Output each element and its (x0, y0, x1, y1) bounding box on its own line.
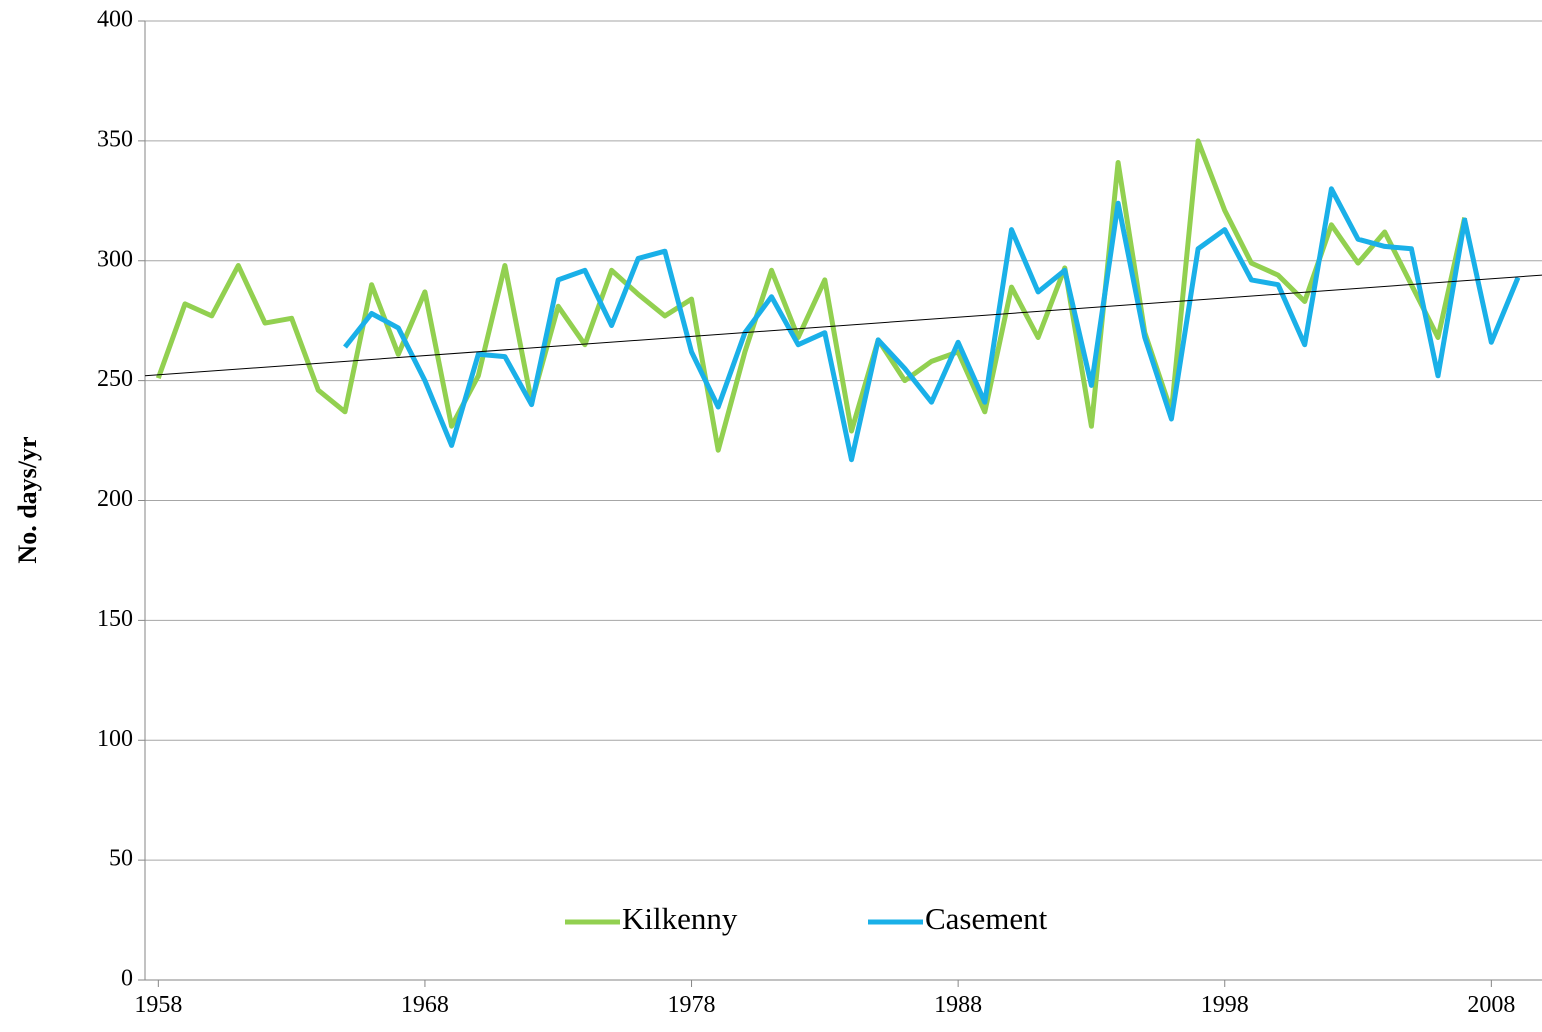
x-tick-label: 1958 (134, 992, 182, 1018)
legend-label: Casement (925, 901, 1048, 936)
trend-line (144, 274, 1542, 377)
series-line (343, 186, 1521, 463)
y-axis-label: No. days/yr (13, 436, 42, 563)
x-tick-label: 2008 (1467, 992, 1515, 1018)
y-tick-label: 150 (97, 606, 133, 632)
y-tick-label: 300 (97, 246, 133, 272)
x-tick-label: 1998 (1201, 992, 1249, 1018)
y-tick-label: 200 (97, 486, 133, 512)
series-line (155, 138, 1468, 453)
x-tick-label: 1968 (401, 992, 449, 1018)
y-tick-label: 400 (97, 7, 133, 33)
x-tick-label: 1988 (934, 992, 982, 1018)
y-tick-label: 250 (97, 366, 133, 392)
y-tick-label: 50 (109, 846, 133, 872)
x-tick-label: 1978 (668, 992, 716, 1018)
legend-label: Kilkenny (622, 901, 738, 936)
y-tick-label: 350 (97, 126, 133, 152)
y-tick-label: 0 (121, 966, 133, 992)
y-tick-label: 100 (97, 726, 133, 752)
